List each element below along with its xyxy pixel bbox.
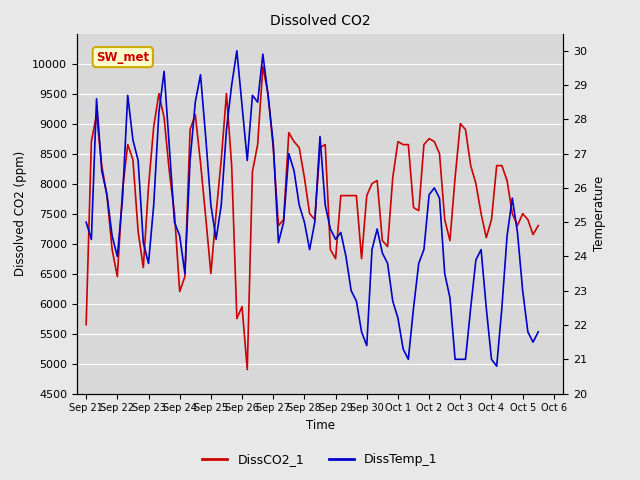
Title: Dissolved CO2: Dissolved CO2 [269, 14, 371, 28]
Text: SW_met: SW_met [96, 50, 149, 63]
DissCO2_1 [207, 271, 214, 276]
DissCO2_1 [358, 256, 365, 262]
DissTemp_1 [83, 219, 90, 225]
DissCO2_1 [259, 64, 267, 70]
DissCO2_1 [534, 223, 542, 228]
DissCO2_1 [93, 112, 100, 118]
DissCO2_1 [316, 144, 324, 150]
DissTemp_1 [233, 48, 241, 54]
DissCO2_1 [83, 322, 90, 327]
DissTemp_1 [93, 96, 100, 102]
DissTemp_1 [311, 219, 319, 225]
Y-axis label: Temperature: Temperature [593, 176, 605, 251]
DissCO2_1 [446, 238, 454, 243]
X-axis label: Time: Time [305, 419, 335, 432]
DissTemp_1 [212, 237, 220, 242]
Line: DissCO2_1: DissCO2_1 [86, 67, 538, 370]
Y-axis label: Dissolved CO2 (ppm): Dissolved CO2 (ppm) [13, 151, 26, 276]
DissTemp_1 [353, 298, 360, 304]
DissTemp_1 [441, 271, 449, 276]
DissTemp_1 [534, 329, 542, 335]
DissCO2_1 [243, 367, 251, 372]
DissCO2_1 [212, 211, 220, 216]
Line: DissTemp_1: DissTemp_1 [86, 51, 538, 366]
DissTemp_1 [207, 202, 214, 208]
Legend: DissCO2_1, DissTemp_1: DissCO2_1, DissTemp_1 [197, 448, 443, 471]
DissTemp_1 [493, 363, 500, 369]
